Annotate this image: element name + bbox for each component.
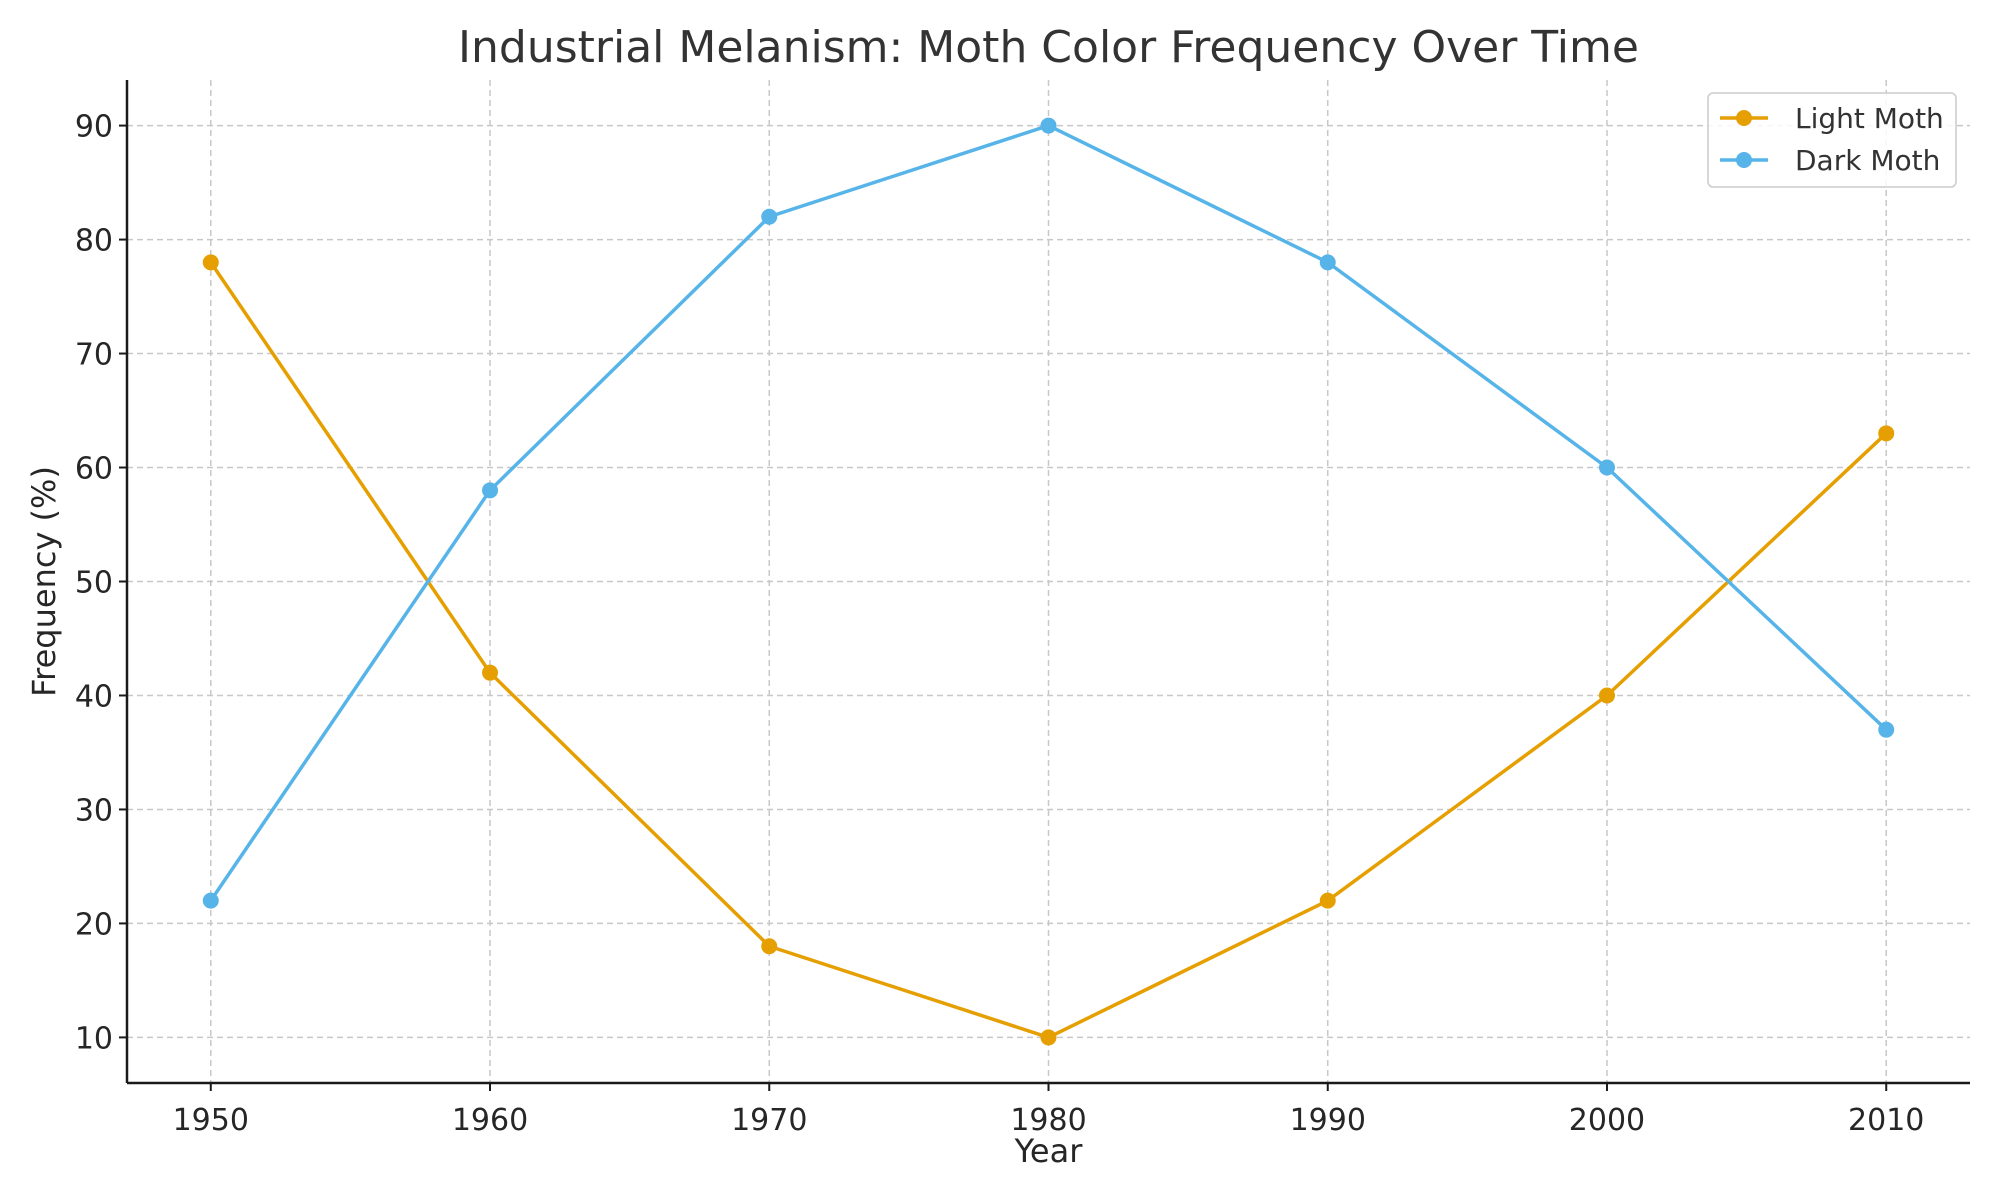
y-tick-label: 70: [75, 338, 113, 373]
light-moth-point: [482, 664, 499, 681]
legend-box: [1707, 92, 1957, 188]
legend-marker-light-moth: [1736, 110, 1752, 126]
x-tick-label: 1970: [731, 1103, 807, 1138]
y-tick-label: 20: [75, 907, 113, 942]
y-tick-label: 50: [75, 566, 113, 601]
dark-moth-point: [1878, 721, 1895, 738]
series-dark-moth: [202, 117, 1895, 909]
light-moth-point: [1598, 687, 1615, 704]
light-moth-point: [202, 254, 219, 271]
light-moth-point: [1040, 1029, 1057, 1046]
y-tick-label: 80: [75, 224, 113, 259]
series-lines: [202, 117, 1895, 1046]
legend-label-light-moth: Light Moth: [1795, 102, 1944, 135]
x-tick-label: 1950: [173, 1103, 249, 1138]
x-tick-label: 2000: [1569, 1103, 1645, 1138]
dark-moth-point: [1319, 254, 1336, 271]
chart-title: Industrial Melanism: Moth Color Frequenc…: [458, 22, 1639, 73]
y-tick-label: 10: [75, 1021, 113, 1056]
grid: [127, 80, 1970, 1083]
tick-labels: 1950 1960 1970 1980 1990 2000 2010102030405060…: [75, 110, 1925, 1138]
series-light-moth: [202, 254, 1895, 1046]
dark-moth-point: [761, 208, 778, 225]
y-tick-label: 30: [75, 793, 113, 828]
x-tick-label: 1980: [1010, 1103, 1086, 1138]
dark-moth-point: [202, 892, 219, 909]
dark-moth-point: [1040, 117, 1057, 134]
legend-marker-dark-moth: [1736, 152, 1752, 168]
legend: Light Moth Dark Moth: [1707, 92, 1957, 188]
dark-moth-point: [1598, 459, 1615, 476]
x-tick-label: 2010: [1848, 1103, 1924, 1138]
y-tick-label: 90: [75, 110, 113, 145]
y-tick-label: 40: [75, 679, 113, 714]
y-tick-label: 60: [75, 452, 113, 487]
x-axis-title: Year: [1014, 1132, 1084, 1170]
x-tick-label: 1960: [452, 1103, 528, 1138]
y-axis-title: Frequency (%): [25, 466, 63, 697]
legend-label-dark-moth: Dark Moth: [1795, 144, 1940, 177]
light-moth-point: [761, 938, 778, 955]
x-tick-label: 1990: [1290, 1103, 1366, 1138]
light-moth-point: [1319, 892, 1336, 909]
light-moth-point: [1878, 425, 1895, 442]
dark-moth-point: [482, 482, 499, 499]
